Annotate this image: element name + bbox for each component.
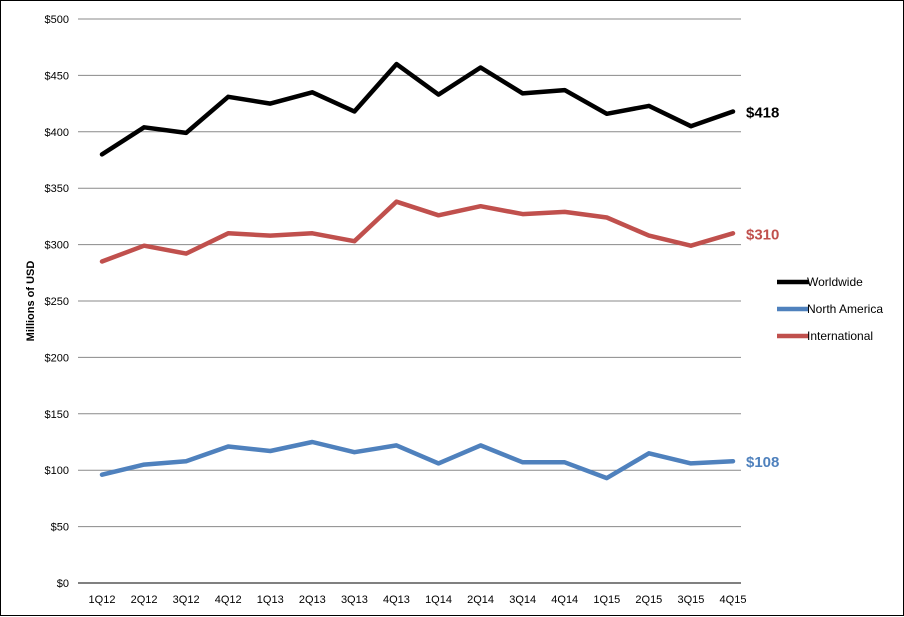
x-tick-label: 4Q13: [383, 594, 410, 606]
x-tick-label: 4Q12: [215, 594, 242, 606]
series-end-labels: $418 $108 $310: [746, 104, 779, 471]
x-tick-label: 3Q14: [509, 594, 536, 606]
legend: Worldwide North America International: [777, 275, 883, 343]
x-tick-label: 4Q14: [551, 594, 578, 606]
series-line-north-america: [99, 439, 736, 481]
y-tick-label: $350: [45, 183, 69, 195]
legend-label: Worldwide: [807, 275, 863, 289]
x-tick-label: 3Q15: [677, 594, 704, 606]
x-tick-label: 4Q15: [720, 594, 747, 606]
end-label-north-america: $108: [746, 454, 779, 471]
legend-label: North America: [807, 302, 883, 316]
series-lines: [99, 61, 736, 481]
y-tick-label: $100: [45, 465, 69, 477]
y-tick-label: $450: [45, 70, 69, 82]
x-tick-label: 2Q13: [299, 594, 326, 606]
y-tick-label: $50: [51, 522, 69, 534]
x-tick-label: 1Q13: [257, 594, 284, 606]
y-tick-label: $400: [45, 127, 69, 139]
y-tick-label: $0: [57, 578, 69, 590]
y-axis-title: Millions of USD: [25, 261, 37, 342]
y-tick-labels: $0 $50 $100 $150 $200 $250 $300 $350 $400 $450 $50…: [45, 14, 69, 590]
x-tick-label: 3Q12: [173, 594, 200, 606]
x-tick-label: 1Q14: [425, 594, 452, 606]
y-tick-label: $300: [45, 240, 69, 252]
legend-label: International: [807, 329, 873, 343]
x-tick-label: 2Q15: [635, 594, 662, 606]
x-tick-label: 3Q13: [341, 594, 368, 606]
series-line-worldwide: [99, 61, 736, 157]
x-tick-label: 2Q14: [467, 594, 494, 606]
x-tick-labels: 1Q12 2Q12 3Q12 4Q12 1Q13 2Q13 3Q13 4Q13 1Q14 2Q14…: [89, 594, 747, 606]
x-tick-label: 2Q12: [131, 594, 158, 606]
series-line-international: [99, 199, 736, 264]
x-tick-label: 1Q15: [593, 594, 620, 606]
y-tick-label: $200: [45, 352, 69, 364]
y-tick-label: $500: [45, 14, 69, 26]
y-tick-label: $250: [45, 296, 69, 308]
y-tick-label: $150: [45, 409, 69, 421]
end-label-worldwide: $418: [746, 104, 779, 121]
x-tick-label: 1Q12: [89, 594, 116, 606]
end-label-international: $310: [746, 226, 779, 243]
